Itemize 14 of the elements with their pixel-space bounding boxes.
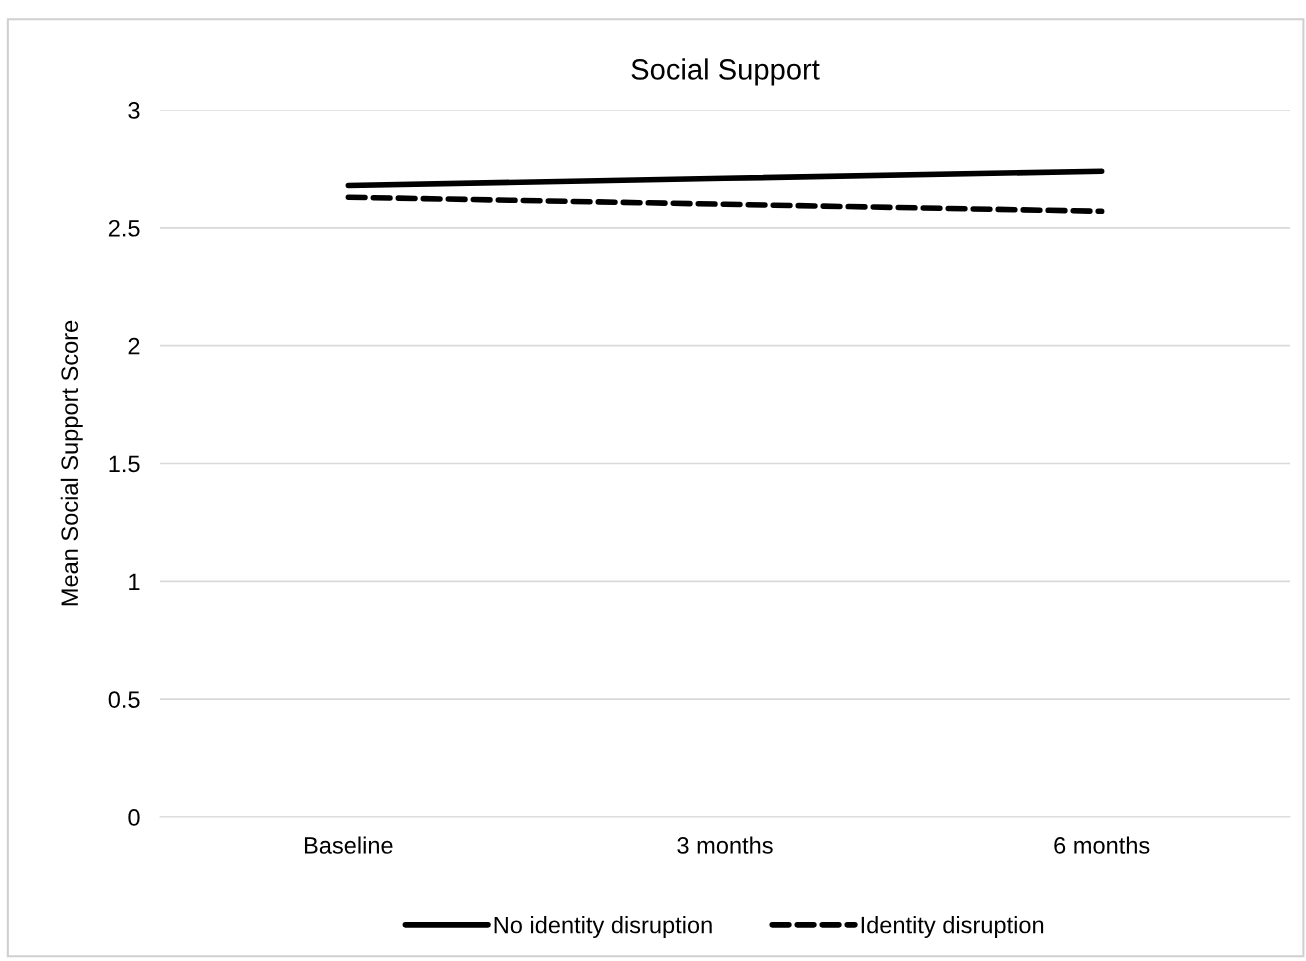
y-tick-label: 1.5 bbox=[109, 455, 140, 473]
legend-label: Identity disruption bbox=[861, 916, 1044, 939]
chart-title: Social Support bbox=[631, 58, 820, 86]
y-tick-label: 2.5 bbox=[108, 219, 140, 237]
y-tick-label: 1 bbox=[129, 573, 140, 590]
y-tick-label: 3 bbox=[128, 102, 140, 119]
y-axis-title: Mean Social Support Score bbox=[60, 320, 83, 606]
x-tick-label: 6 months bbox=[1054, 836, 1150, 854]
y-tick-label: 2 bbox=[128, 337, 140, 355]
x-tick-label: Baseline bbox=[304, 836, 393, 854]
y-tick-label: 0 bbox=[128, 809, 140, 826]
legend-label: No identity disruption bbox=[494, 916, 712, 939]
x-tick-label: 3 months bbox=[677, 836, 773, 854]
y-tick-label: 0.5 bbox=[108, 691, 140, 708]
